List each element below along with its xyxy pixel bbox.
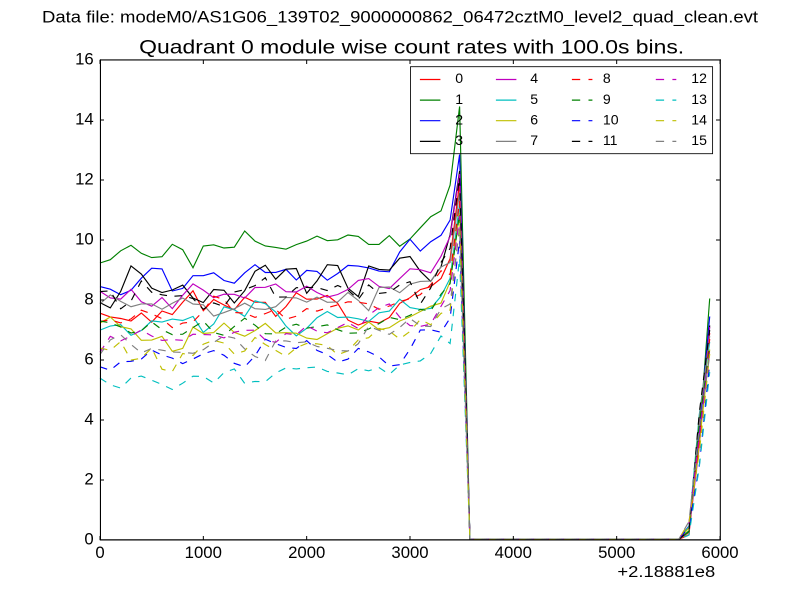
svg-text:13: 13 [691,91,707,107]
svg-text:2000: 2000 [288,544,325,562]
svg-text:15: 15 [691,132,707,148]
svg-text:9: 9 [603,91,611,107]
svg-text:6000: 6000 [701,544,738,562]
svg-text:14: 14 [691,111,707,127]
svg-text:2: 2 [84,470,93,488]
svg-text:Data file: modeM0/AS1G06_139T0: Data file: modeM0/AS1G06_139T02_90000008… [42,7,758,26]
svg-text:3000: 3000 [391,544,428,562]
svg-text:10: 10 [75,230,94,248]
svg-text:5000: 5000 [598,544,635,562]
svg-text:12: 12 [691,70,707,86]
svg-text:16: 16 [75,50,94,68]
svg-text:0: 0 [84,530,93,548]
svg-text:8: 8 [603,70,611,86]
svg-text:0: 0 [455,70,463,86]
svg-text:4000: 4000 [495,544,532,562]
svg-text:+2.18881e8: +2.18881e8 [617,564,715,581]
svg-text:11: 11 [603,132,618,148]
svg-text:12: 12 [75,170,94,188]
svg-text:10: 10 [603,111,619,127]
svg-text:3: 3 [455,132,463,148]
svg-text:1000: 1000 [185,544,222,562]
svg-text:6: 6 [530,111,538,127]
svg-text:7: 7 [530,132,538,148]
svg-text:14: 14 [75,110,94,128]
svg-text:5: 5 [530,91,538,107]
svg-text:4: 4 [84,410,93,428]
svg-text:0: 0 [95,544,104,562]
svg-text:2: 2 [455,111,463,127]
svg-text:4: 4 [530,70,538,86]
svg-text:8: 8 [84,290,93,308]
svg-text:Quadrant 0 module wise count r: Quadrant 0 module wise count rates with … [139,37,684,58]
svg-text:1: 1 [455,91,463,107]
svg-text:6: 6 [84,350,93,368]
